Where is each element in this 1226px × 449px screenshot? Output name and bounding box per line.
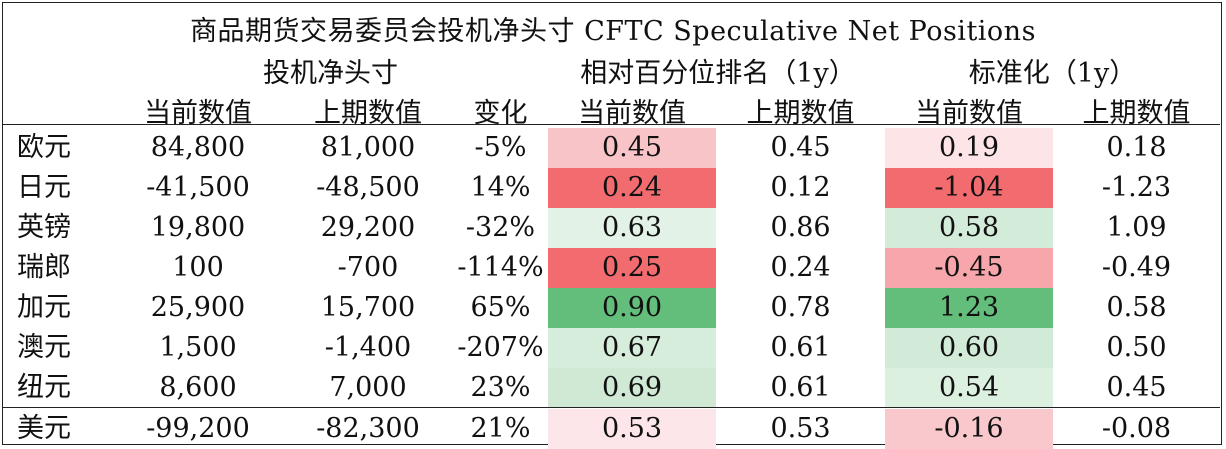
standardized-previous: 1.09 (1106, 212, 1167, 243)
currency-name: 纽元 (17, 372, 71, 403)
table-row: 欧元 84,800 81,000 -5% 0.45 0.45 0.19 0.18 (3, 128, 1220, 168)
percentile-current: 0.63 (548, 208, 716, 248)
subheader-previous: 上期数值 (314, 98, 422, 129)
header-divider (3, 124, 1220, 125)
standardized-previous: 0.50 (1106, 332, 1167, 363)
change-value: 23% (470, 372, 531, 403)
percentile-current: 0.67 (548, 328, 716, 368)
previous-value: 29,200 (320, 212, 416, 243)
usd-divider (3, 407, 1220, 408)
change-value: -5% (474, 132, 527, 163)
change-value: -207% (457, 332, 544, 363)
standardized-current: 0.19 (885, 128, 1053, 168)
currency-name: 日元 (17, 172, 71, 203)
percentile-previous: 0.45 (770, 132, 831, 163)
percentile-current: 0.24 (548, 168, 716, 208)
table-row: 日元 -41,500 -48,500 14% 0.24 0.12 -1.04 -… (3, 168, 1220, 208)
previous-value: 81,000 (320, 132, 416, 163)
table-row: 澳元 1,500 -1,400 -207% 0.67 0.61 0.60 0.5… (3, 328, 1220, 368)
standardized-current: 0.60 (885, 328, 1053, 368)
change-value: 14% (470, 172, 531, 203)
currency-name: 加元 (17, 292, 71, 323)
previous-value: 15,700 (320, 292, 416, 323)
table-row: 瑞郎 100 -700 -114% 0.25 0.24 -0.45 -0.49 (3, 248, 1220, 288)
table-row: 纽元 8,600 7,000 23% 0.69 0.61 0.54 0.45 (3, 368, 1220, 408)
table-row: 加元 25,900 15,700 65% 0.90 0.78 1.23 0.58 (3, 288, 1220, 328)
currency-name: 英镑 (17, 212, 71, 243)
change-value: 21% (470, 413, 531, 444)
percentile-current: 0.69 (548, 368, 716, 408)
subheader-std-current: 当前数值 (915, 98, 1023, 129)
table-row: 英镑 19,800 29,200 -32% 0.63 0.86 0.58 1.0… (3, 208, 1220, 248)
current-value: 8,600 (159, 372, 237, 403)
standardized-current: 0.58 (885, 208, 1053, 248)
subheader-pct-previous: 上期数值 (746, 98, 855, 129)
currency-name: 美元 (17, 413, 71, 444)
standardized-previous: 0.18 (1106, 132, 1167, 163)
previous-value: -48,500 (316, 172, 420, 203)
previous-value: -700 (337, 252, 399, 283)
table-row: 美元 -99,200 -82,300 21% 0.53 0.53 -0.16 -… (3, 409, 1220, 449)
percentile-previous: 0.53 (770, 413, 831, 444)
standardized-previous: -0.49 (1101, 252, 1172, 283)
currency-name: 瑞郎 (17, 252, 71, 283)
percentile-previous: 0.24 (770, 252, 831, 283)
percentile-previous: 0.12 (770, 172, 831, 203)
percentile-current: 0.90 (548, 288, 716, 328)
current-value: 100 (172, 252, 224, 283)
percentile-previous: 0.61 (770, 332, 831, 363)
standardized-current: -0.45 (885, 248, 1053, 288)
subheader-current: 当前数值 (144, 98, 252, 129)
standardized-current: -1.04 (885, 168, 1053, 208)
previous-value: 7,000 (329, 372, 407, 403)
subheader-std-previous: 上期数值 (1082, 98, 1191, 129)
change-value: -32% (465, 212, 536, 243)
standardized-current: 0.54 (885, 368, 1053, 408)
group-header-net-positions: 投机净头寸 (263, 58, 398, 89)
percentile-current: 0.45 (548, 128, 716, 168)
percentile-previous: 0.78 (770, 292, 831, 323)
group-header-percentile: 相对百分位排名（1y） (580, 58, 856, 89)
current-value: -99,200 (146, 413, 250, 444)
current-value: 25,900 (150, 292, 246, 323)
percentile-previous: 0.61 (770, 372, 831, 403)
standardized-previous: -1.23 (1101, 172, 1172, 203)
group-header-standardized: 标准化（1y） (968, 58, 1137, 89)
current-value: 84,800 (150, 132, 246, 163)
currency-name: 澳元 (17, 332, 71, 363)
percentile-current: 0.53 (548, 409, 716, 449)
current-value: -41,500 (146, 172, 250, 203)
subheader-change: 变化 (473, 98, 528, 129)
change-value: 65% (470, 292, 531, 323)
previous-value: -82,300 (316, 413, 420, 444)
standardized-previous: -0.08 (1101, 413, 1172, 444)
percentile-previous: 0.86 (770, 212, 831, 243)
standardized-current: 1.23 (885, 288, 1053, 328)
standardized-current: -0.16 (885, 409, 1053, 449)
change-value: -114% (457, 252, 544, 283)
standardized-previous: 0.45 (1106, 372, 1167, 403)
subheader-pct-current: 当前数值 (578, 98, 686, 129)
table-title: 商品期货交易委员会投机净头寸 CFTC Speculative Net Posi… (190, 16, 1036, 47)
standardized-previous: 0.58 (1106, 292, 1167, 323)
percentile-current: 0.25 (548, 248, 716, 288)
current-value: 1,500 (159, 332, 237, 363)
currency-name: 欧元 (17, 132, 71, 163)
previous-value: -1,400 (324, 332, 412, 363)
current-value: 19,800 (150, 212, 246, 243)
